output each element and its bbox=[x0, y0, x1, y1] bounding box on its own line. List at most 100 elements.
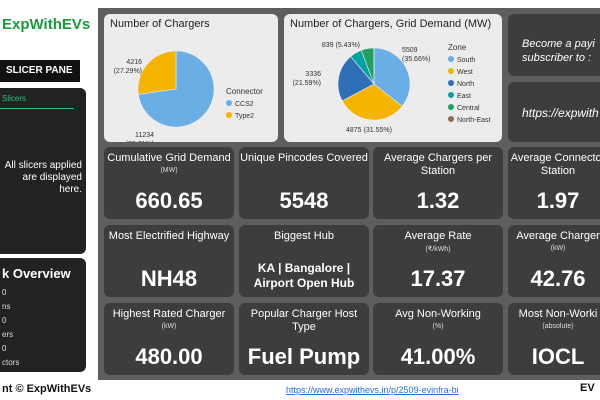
kpi-value: 480.00 bbox=[135, 344, 203, 369]
kpi-card[interactable]: Average Connector Station 1.97 bbox=[508, 147, 600, 219]
kpi-title: Average Chargers per Station bbox=[383, 152, 493, 177]
pie-chart-connector: Connector CCS2 Type2 11234 (72.71%) 4216 (27.2… bbox=[114, 50, 263, 142]
left-panel: ExpWithEVs SLICER PANE Slicers All slice… bbox=[0, 0, 98, 400]
slicer-pane-button[interactable]: SLICER PANE bbox=[0, 60, 80, 82]
legend-marker bbox=[448, 116, 454, 122]
kpi-title: Most Electrified Highway bbox=[108, 230, 230, 242]
promo-url-card[interactable]: https://expwith bbox=[508, 82, 600, 142]
pie-slice-type2[interactable] bbox=[137, 50, 177, 95]
kpi-card[interactable]: Highest Rated Charger (kW) 480.00 bbox=[104, 303, 234, 375]
slicer-panel: Slicers All slicers applied are displaye… bbox=[0, 88, 86, 254]
kpi-value: 1.97 bbox=[536, 188, 580, 213]
overview-item: ns bbox=[2, 302, 11, 311]
kpi-title: Most Non-Worki bbox=[518, 308, 598, 320]
data-label: 839 (5.43%) bbox=[322, 42, 360, 49]
kpi-value: NH48 bbox=[140, 266, 198, 291]
legend-marker bbox=[226, 112, 232, 118]
data-label: (27.29%) bbox=[114, 68, 142, 75]
kpi-card[interactable]: Average Chargers per Station 1.32 bbox=[373, 147, 503, 219]
kpi-card[interactable]: Average Charger (kW) 42.76 bbox=[508, 225, 600, 297]
legend-marker bbox=[448, 104, 454, 110]
legend-label[interactable]: East bbox=[457, 93, 471, 100]
overview-item: 0 bbox=[2, 316, 7, 325]
kpi-title: Average Charger bbox=[516, 230, 600, 242]
kpi-value: 42.76 bbox=[530, 266, 586, 291]
kpi-card[interactable]: Avg Non-Working (%) 41.00% bbox=[373, 303, 503, 375]
kpi-card[interactable]: Most Electrified Highway NH48 bbox=[104, 225, 234, 297]
data-label: 4875 (31.55%) bbox=[346, 127, 392, 134]
kpi-unit: (%) bbox=[432, 323, 444, 330]
legend-label[interactable]: South bbox=[457, 57, 475, 64]
legend-marker bbox=[448, 92, 454, 98]
pie-chart-zone: Zone South West North East Central North-East 5… bbox=[293, 42, 491, 134]
kpi-title: Average Connector Station bbox=[510, 152, 600, 177]
legend-label[interactable]: West bbox=[457, 69, 473, 76]
chart-card-zones[interactable]: Number of Chargers, Grid Demand (MW) Zon… bbox=[284, 14, 502, 142]
kpi-unit: (MW) bbox=[160, 167, 178, 174]
overview-item: ers bbox=[2, 330, 14, 339]
kpi-value: 17.37 bbox=[410, 266, 466, 291]
kpi-card[interactable]: Unique Pincodes Covered 5548 bbox=[239, 147, 369, 219]
overview-item: 0 bbox=[2, 344, 7, 353]
legend-label[interactable]: Type2 bbox=[235, 113, 254, 120]
legend-marker bbox=[226, 100, 232, 106]
kpi-value: 660.65 bbox=[135, 188, 203, 213]
kpi-value: 5548 bbox=[279, 188, 329, 213]
kpi-card[interactable]: Cumulative Grid Demand (MW) 660.65 bbox=[104, 147, 234, 219]
slicer-message: All slicers applied are displayed here. bbox=[4, 160, 82, 195]
legend-label[interactable]: North-East bbox=[457, 117, 491, 124]
data-label: 3336 bbox=[305, 71, 321, 78]
overview-title: k Overview bbox=[2, 266, 71, 281]
pie-slice-north[interactable] bbox=[337, 56, 375, 102]
promo-text: Become a payi bbox=[522, 38, 595, 50]
kpi-title: Biggest Hub bbox=[274, 230, 334, 242]
kpi-title: Average Rate bbox=[404, 230, 472, 242]
kpi-title: Unique Pincodes Covered bbox=[240, 152, 368, 164]
kpi-title: Avg Non-Working bbox=[395, 308, 481, 320]
kpi-unit: (kW) bbox=[161, 323, 177, 330]
kpi-title: Popular Charger Host Type bbox=[250, 308, 358, 333]
kpi-card[interactable]: Most Non-Worki (absolute) IOCL bbox=[508, 303, 600, 375]
legend-label[interactable]: North bbox=[457, 81, 474, 88]
footer-brand-text: EV bbox=[580, 382, 595, 394]
slicer-panel-title: Slicers bbox=[2, 94, 27, 103]
brand-logo-text: ExpWithEVs bbox=[2, 16, 91, 33]
kpi-value: 1.32 bbox=[416, 188, 460, 213]
kpi-value: IOCL bbox=[531, 344, 585, 369]
promo-text: subscriber to : bbox=[522, 52, 592, 64]
subscribe-promo[interactable]: Become a payi subscriber to : bbox=[508, 14, 600, 76]
kpi-card[interactable]: Popular Charger Host Type Fuel Pump bbox=[239, 303, 369, 375]
legend-title: Zone bbox=[448, 43, 467, 52]
overview-item: ctors bbox=[2, 358, 20, 367]
data-label: (35.66%) bbox=[402, 56, 430, 63]
kpi-value: Fuel Pump bbox=[247, 344, 361, 369]
legend-marker bbox=[448, 80, 454, 86]
data-label: 11234 bbox=[135, 132, 154, 139]
pie-slice-south[interactable] bbox=[373, 47, 411, 107]
data-label: (21.59%) bbox=[293, 80, 321, 87]
legend-label[interactable]: CCS2 bbox=[235, 101, 254, 108]
kpi-unit: (absolute) bbox=[542, 323, 574, 330]
kpi-unit: (₹/kWh) bbox=[425, 246, 451, 253]
chart-title: Number of Chargers bbox=[110, 18, 210, 30]
legend-title: Connector bbox=[226, 87, 263, 96]
promo-url[interactable]: https://expwith bbox=[522, 106, 599, 120]
copyright-text: nt © ExpWithEVs bbox=[2, 383, 92, 395]
overview-panel: k Overview 0 ns 0 ers 0 ctors bbox=[0, 258, 86, 372]
chart-title: Number of Chargers, Grid Demand (MW) bbox=[290, 18, 492, 30]
kpi-unit: (kW) bbox=[550, 245, 566, 252]
overview-item: 0 bbox=[2, 288, 7, 297]
kpi-card[interactable]: Biggest Hub KA | Bangalore | Airport Open… bbox=[239, 225, 369, 297]
legend-marker bbox=[448, 68, 454, 74]
data-label: 4216 bbox=[126, 59, 142, 66]
legend-label[interactable]: Central bbox=[457, 105, 480, 112]
kpi-title: Highest Rated Charger bbox=[112, 308, 226, 320]
data-label: 5509 bbox=[402, 47, 418, 54]
kpi-value: KA | Bangalore | Airport Open Hub bbox=[253, 261, 355, 290]
footer-link[interactable]: https://www.expwithevs.in/p/2509-evinfra… bbox=[286, 385, 459, 395]
legend-marker bbox=[448, 56, 454, 62]
chart-card-chargers[interactable]: Number of Chargers Connector CCS2 Type2 112… bbox=[104, 14, 278, 142]
divider bbox=[0, 108, 74, 109]
data-label: (72.71%) bbox=[126, 141, 154, 142]
kpi-card[interactable]: Average Rate (₹/kWh) 17.37 bbox=[373, 225, 503, 297]
